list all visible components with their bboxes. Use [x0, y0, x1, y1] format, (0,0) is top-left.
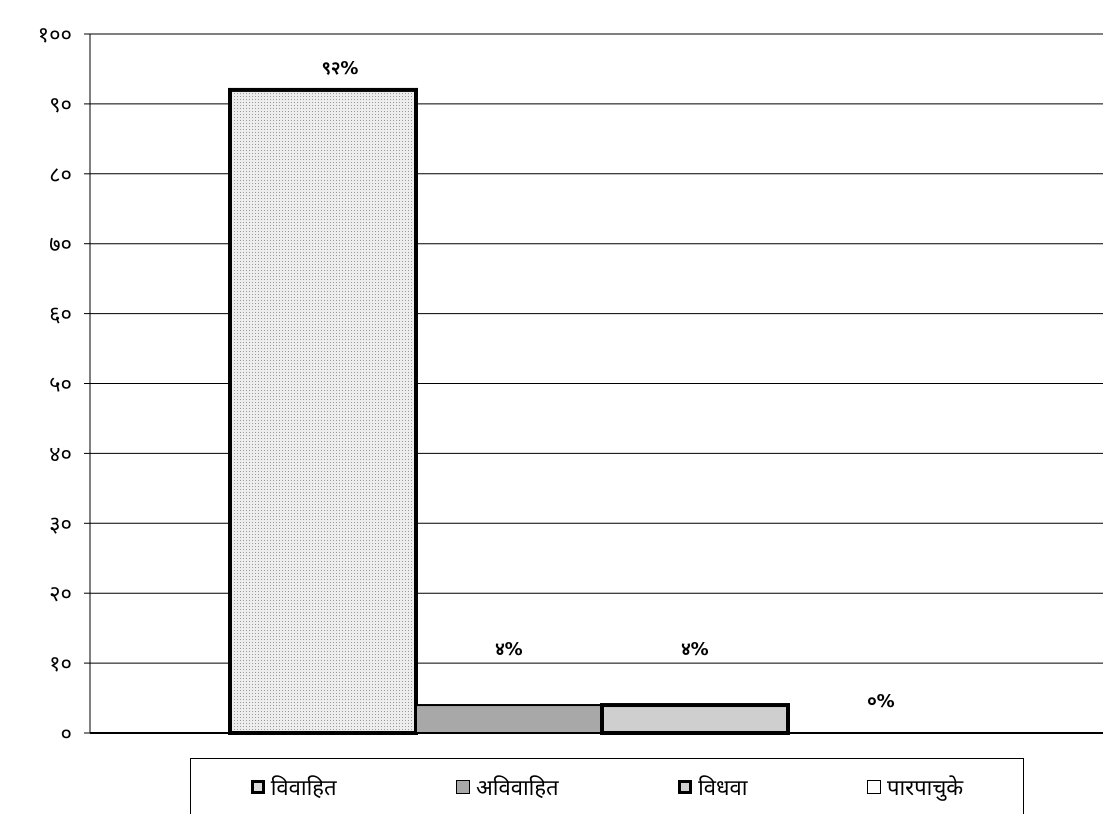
bar — [228, 87, 418, 736]
data-label: ०% — [867, 691, 894, 712]
axes: ० १० २० ३० ४० ५० ६० ७० ८० ९० १०० — [38, 23, 1103, 747]
y-tick-label: ० — [61, 722, 72, 747]
legend-swatch — [250, 779, 265, 794]
y-tick-label: ८० — [49, 163, 72, 188]
y-tick-label: १०० — [38, 23, 72, 48]
legend-swatch — [456, 779, 470, 794]
legend-label: विधवा — [698, 775, 748, 801]
bar-chart: ० १० २० ३० ४० ५० ६० ७० ८० ९० १०० ९२% ४% ४% ०% — [38, 23, 1103, 747]
legend-label: अविवाहित — [476, 775, 559, 801]
legend-item-divorced: पारपाचुके — [866, 772, 964, 802]
legend-item-married: विवाहित — [250, 772, 337, 802]
y-tick-label: ४० — [49, 442, 72, 467]
y-tick-label: १० — [49, 652, 72, 677]
legend-item-widow: विधवा — [678, 772, 747, 802]
y-tick-label: ७० — [49, 233, 72, 258]
data-labels: ९२% ४% ४% ०% — [322, 58, 895, 712]
y-tick-label: ५० — [49, 373, 72, 398]
data-label: ४% — [681, 639, 708, 660]
y-tick-label: ३० — [49, 512, 72, 537]
bar — [415, 704, 603, 734]
data-label: ४% — [495, 639, 522, 660]
legend-item-unmarried: अविवाहित — [456, 772, 559, 802]
y-tick-label: ९० — [49, 93, 72, 118]
legend-swatch — [866, 779, 881, 794]
y-tick-label: ६० — [49, 303, 72, 328]
legend-label: पारपाचुके — [886, 775, 964, 801]
legend-swatch — [678, 779, 693, 794]
data-label: ९२% — [322, 58, 359, 79]
bar — [600, 703, 790, 735]
bars — [228, 87, 790, 736]
legend: विवाहित अविवाहित विधवा पारपाचुके — [190, 758, 1024, 814]
y-tick-label: २० — [49, 582, 72, 607]
legend-label: विवाहित — [270, 775, 337, 801]
